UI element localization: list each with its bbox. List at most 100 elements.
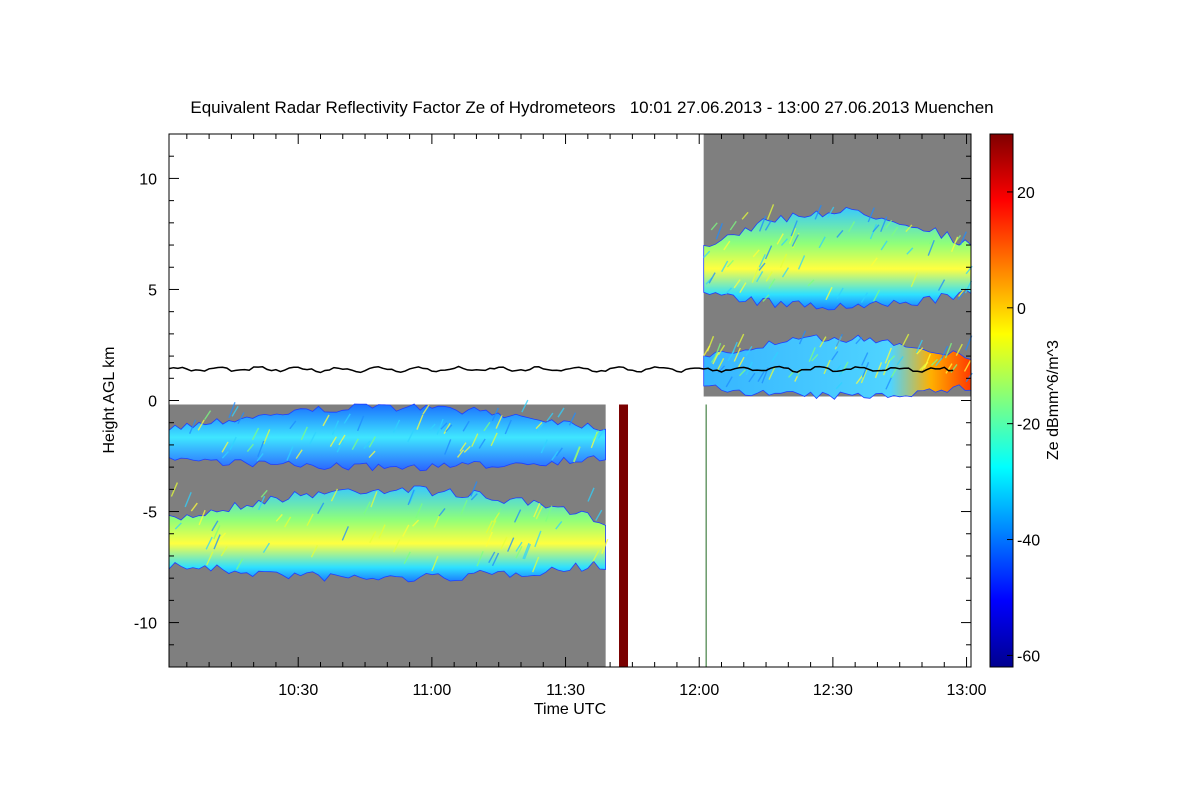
texture-streak [251, 427, 260, 441]
artefact-column [619, 404, 629, 667]
texture-streak [368, 436, 376, 448]
texture-streak [916, 347, 924, 355]
texture-streak [533, 502, 541, 518]
texture-streak [587, 487, 595, 502]
texture-streak [341, 526, 349, 541]
texture-streak [762, 294, 770, 302]
artefact-line [705, 404, 707, 667]
x-tick-label: 12:00 [679, 682, 719, 699]
texture-streak [595, 509, 603, 521]
texture-streak [855, 336, 863, 345]
texture-streak [408, 488, 417, 504]
texture-streak [235, 558, 244, 570]
texture-streak [351, 438, 359, 451]
texture-streak [322, 414, 330, 427]
texture-streak [710, 222, 718, 231]
texture-streak [246, 443, 254, 452]
texture-streak [256, 453, 264, 462]
texture-streak [211, 520, 219, 532]
texture-streak [205, 536, 213, 550]
texture-streak [797, 255, 806, 270]
texture-streak [203, 410, 212, 421]
texture-streak [431, 555, 439, 572]
texture-streak [416, 414, 424, 430]
texture-streak [712, 351, 720, 365]
texture-streak [237, 412, 245, 425]
texture-streak [555, 447, 563, 457]
y-tick-label: 5 [148, 282, 157, 299]
cloud-band [168, 403, 606, 472]
texture-streak [229, 436, 237, 450]
texture-streak [534, 530, 542, 548]
texture-streak [807, 279, 815, 287]
texture-streak [752, 249, 760, 258]
texture-streak [764, 219, 773, 231]
texture-streak [733, 279, 741, 289]
texture-streak [310, 544, 319, 558]
texture-streak [221, 441, 229, 453]
texture-streak [708, 272, 716, 284]
texture-streak [257, 440, 265, 458]
texture-streak [184, 491, 192, 508]
chart-title: Equivalent Radar Reflectivity Factor Ze … [190, 98, 994, 117]
axes: 10 5 0 -5 -10 10:30 11:00 11:30 12:00 12:30 13:00 T… [101, 133, 987, 718]
texture-streak [930, 358, 938, 366]
y-tick-label: -10 [134, 616, 157, 633]
texture-streak [880, 240, 888, 251]
cloud-base-line [168, 365, 954, 374]
texture-streak [790, 220, 798, 237]
texture-streak [422, 404, 430, 415]
texture-streak [492, 512, 500, 523]
texture-streak [275, 513, 283, 522]
texture-streak [189, 419, 197, 434]
texture-streak [592, 549, 600, 562]
texture-streak [717, 357, 725, 371]
texture-streak [440, 422, 448, 430]
texture-streak [867, 207, 875, 223]
texture-streak [317, 502, 325, 515]
texture-streak [791, 234, 799, 247]
texture-streak [198, 509, 206, 526]
colorbar-tick-label: 20 [1017, 185, 1035, 202]
texture-streak [257, 495, 266, 511]
texture-streak [407, 429, 415, 443]
texture-streak [531, 556, 540, 573]
texture-streak [818, 236, 826, 249]
texture-streak [260, 489, 268, 498]
texture-streak [438, 507, 446, 517]
texture-streak [819, 336, 827, 348]
texture-streak [855, 375, 863, 385]
texture-streak [861, 352, 869, 366]
texture-streak [745, 345, 753, 356]
y-tick-label: 10 [139, 171, 157, 188]
texture-streak [174, 522, 182, 530]
texture-streak [890, 367, 898, 379]
texture-streak [768, 278, 776, 289]
texture-streak [522, 542, 530, 560]
texture-streak [737, 356, 745, 369]
texture-streak [483, 421, 491, 432]
texture-streak [825, 286, 833, 301]
texture-streak [219, 532, 227, 541]
texture-streak [905, 224, 913, 233]
texture-streak [836, 287, 844, 300]
x-tick-label: 11:00 [412, 682, 451, 699]
texture-streak [811, 353, 819, 362]
colorbar-tick-label: -60 [1017, 648, 1040, 665]
texture-streak [847, 221, 856, 233]
texture-streak [485, 531, 493, 547]
texture-streak [758, 254, 766, 268]
texture-streak [758, 215, 767, 232]
texture-streak [378, 524, 386, 539]
texture-streak [884, 347, 893, 364]
texture-streak [338, 434, 346, 446]
texture-streak [597, 429, 605, 439]
texture-streak [715, 223, 724, 240]
texture-streak [444, 439, 452, 455]
texture-streak [300, 426, 308, 441]
texture-streak [870, 257, 878, 267]
texture-streak [402, 524, 410, 537]
texture-streak [721, 260, 729, 273]
texture-streak [860, 367, 869, 384]
texture-streak [331, 420, 340, 435]
